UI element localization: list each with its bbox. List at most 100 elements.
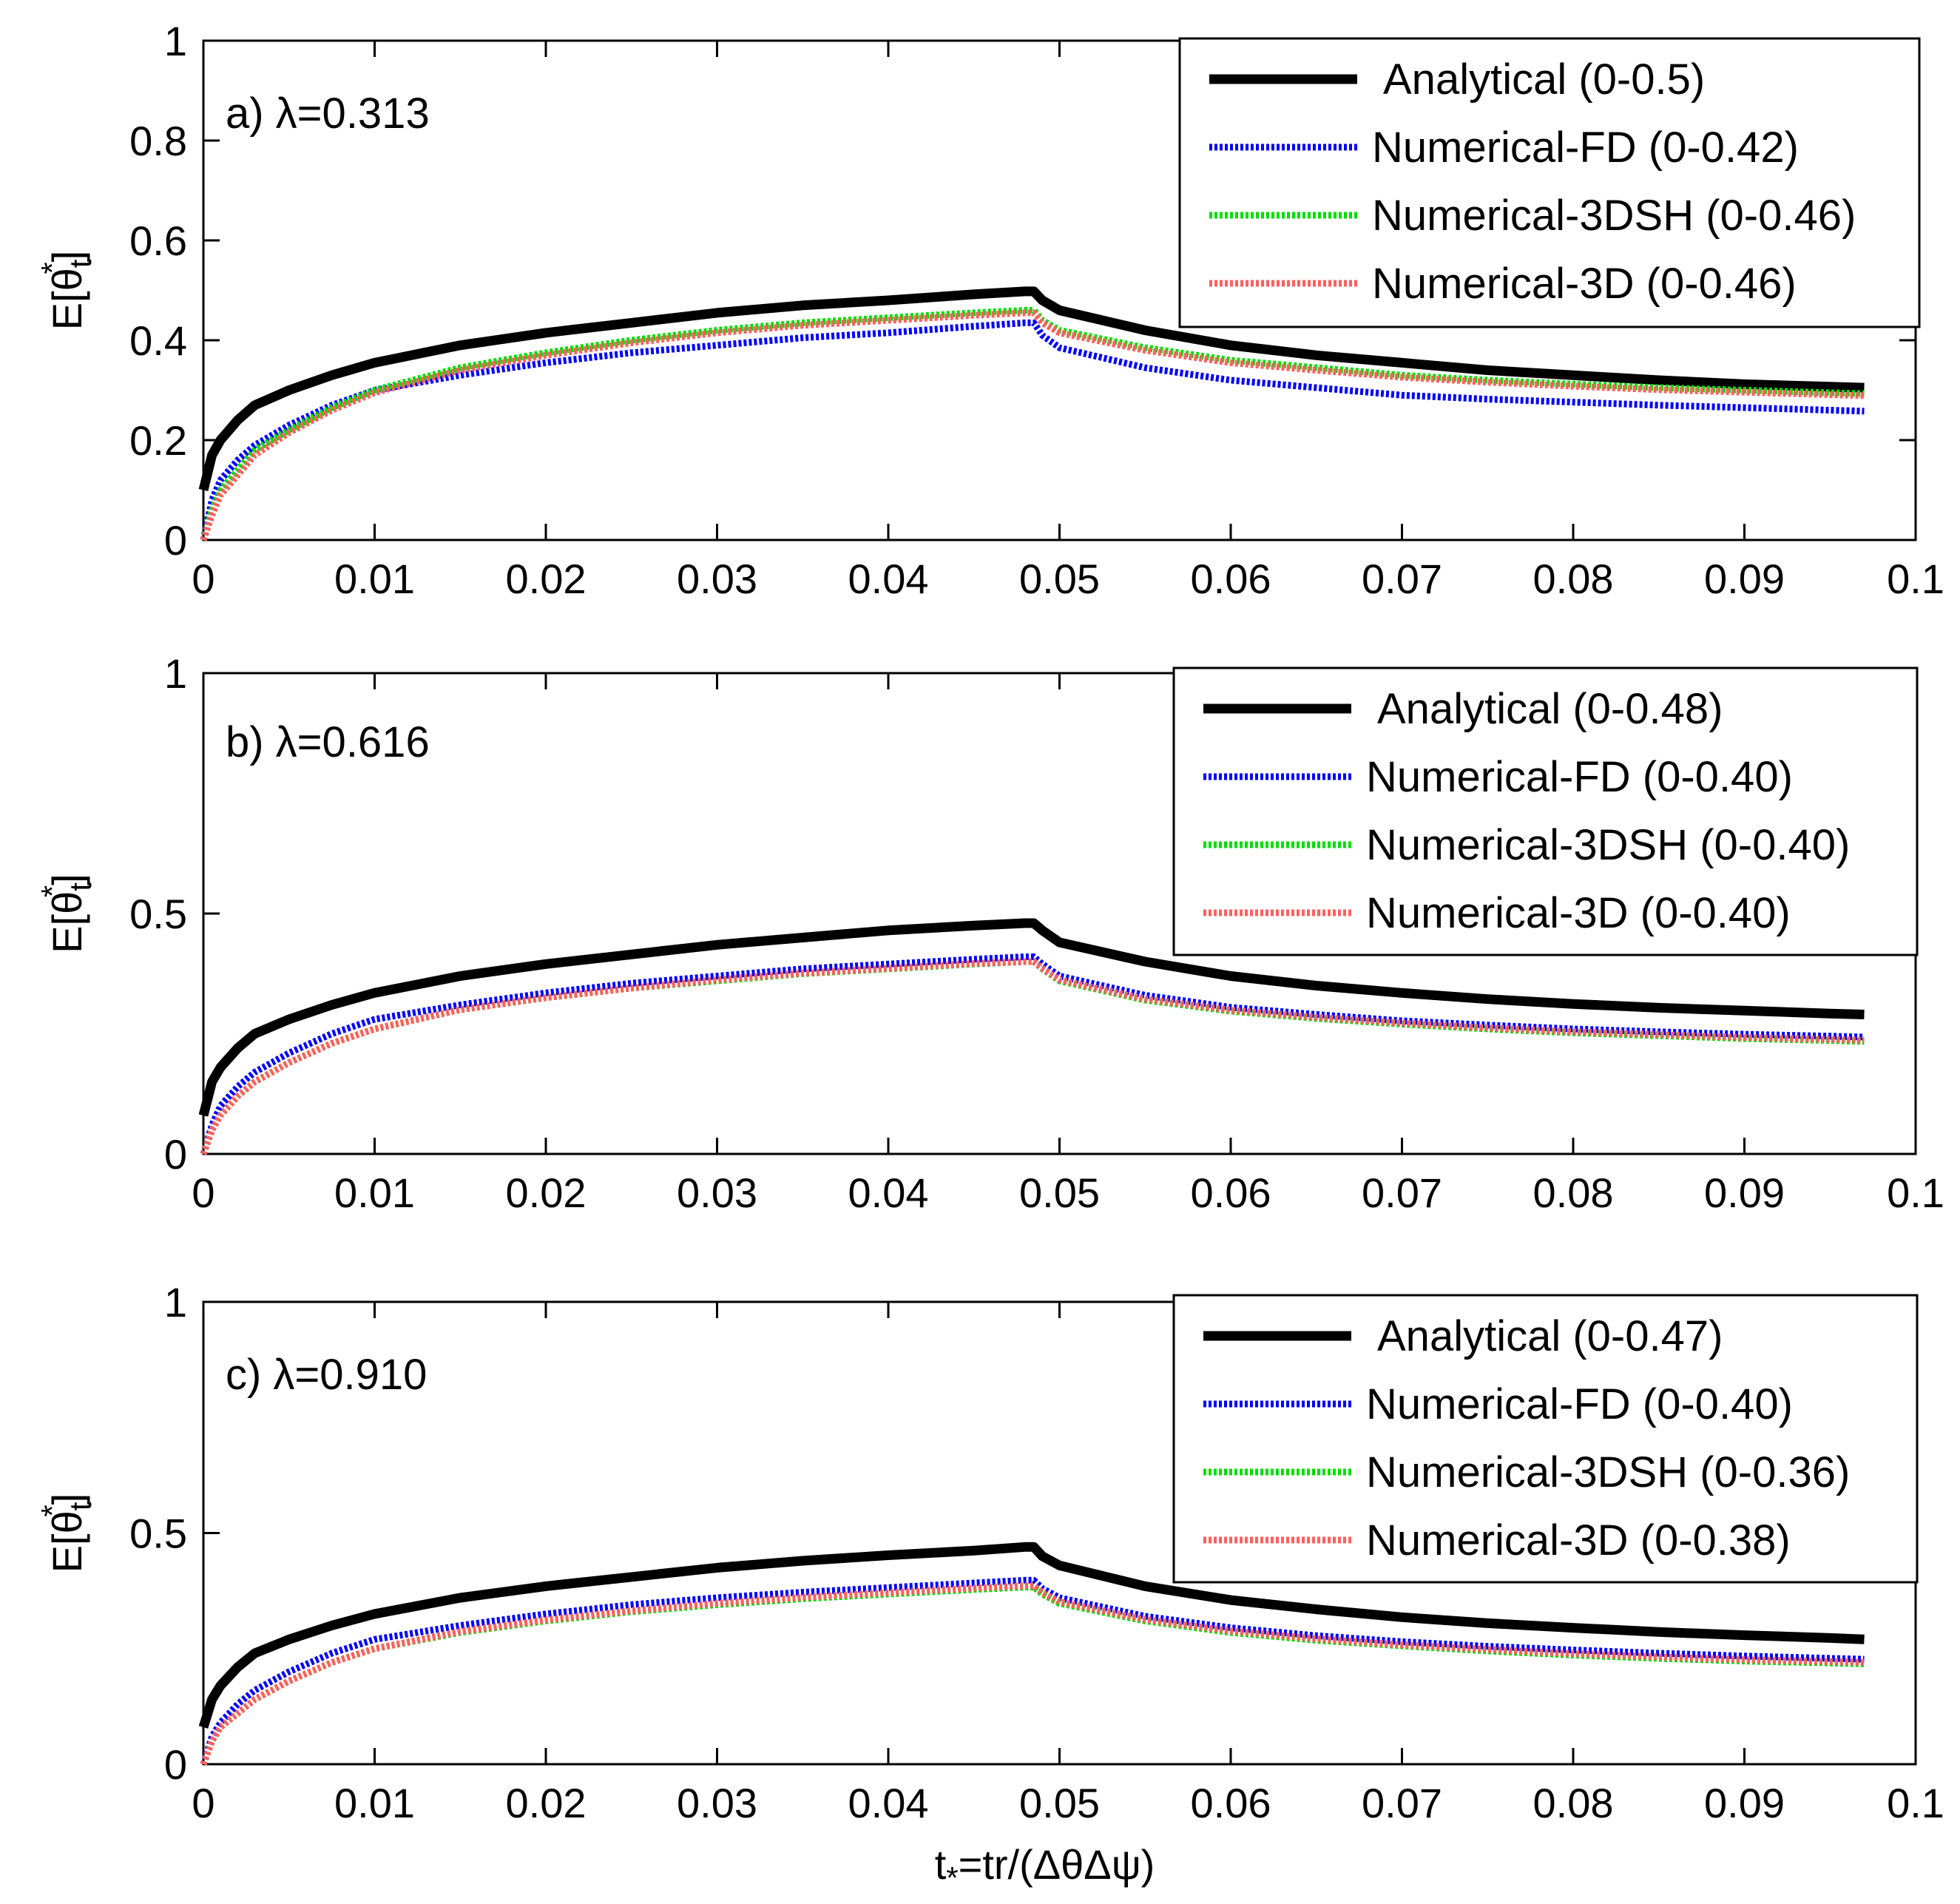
- panel-label: a) λ=0.313: [226, 90, 430, 138]
- y-axis-label-sub: t: [63, 1502, 98, 1510]
- legend-label: Numerical-3D (0-0.38): [1366, 1516, 1791, 1564]
- legend-label: Analytical (0-0.48): [1377, 685, 1723, 733]
- x-tick-label: 0.07: [1362, 556, 1442, 602]
- x-tick-label: 0.1: [1887, 1780, 1944, 1826]
- x-tick-label: 0.01: [334, 556, 415, 602]
- y-tick-label: 1: [164, 18, 187, 64]
- legend-label: Numerical-3D (0-0.40): [1366, 889, 1791, 937]
- x-tick-label: 0.04: [848, 1169, 929, 1216]
- y-axis-label-close: ]: [44, 874, 90, 885]
- x-tick-label: 0.08: [1533, 1169, 1614, 1216]
- x-tick-label: 0.02: [506, 556, 587, 602]
- y-axis-label-sub: t: [63, 882, 98, 891]
- legend: Analytical (0-0.5) Numerical-FD (0-0.42) N…: [1178, 37, 1921, 328]
- series-line-1: [198, 286, 1865, 492]
- x-tick-label: 0.06: [1191, 1169, 1271, 1216]
- y-axis-label-sub: t: [63, 259, 98, 268]
- y-tick-label: 0: [164, 517, 187, 564]
- y-tick-label: 0.6: [129, 217, 187, 264]
- y-tick-label: 0.8: [129, 118, 187, 164]
- x-tick-label: 0.07: [1362, 1169, 1442, 1216]
- legend: Analytical (0-0.48) Numerical-FD (0-0.40)…: [1172, 666, 1919, 956]
- x-tick-label: 0.04: [848, 1780, 929, 1826]
- x-tick-label: 0.01: [334, 1169, 415, 1216]
- series-line-4: [200, 309, 1865, 541]
- legend-box: [1178, 37, 1921, 328]
- x-tick-label: 0.02: [506, 1169, 587, 1216]
- x-tick-label: 0.03: [677, 556, 757, 602]
- x-tick-label: 0: [192, 1780, 214, 1826]
- panel-2: 0 0.01 0.02 0.03 0.04 0.05 0.06 0.07 0.08 0.09 0.1…: [35, 650, 1944, 1216]
- y-tick-label: 1: [164, 1279, 187, 1326]
- x-tick-label: 0.08: [1533, 1780, 1614, 1826]
- x-tick-label: 0.02: [506, 1780, 587, 1826]
- y-tick-label: 0: [164, 1131, 187, 1178]
- panel-label: b) λ=0.616: [226, 718, 430, 766]
- x-tick-label: 0.08: [1533, 556, 1614, 602]
- series-line-2: [200, 953, 1865, 1155]
- legend: Analytical (0-0.47) Numerical-FD (0-0.40)…: [1172, 1294, 1919, 1584]
- legend-label: Numerical-3DSH (0-0.40): [1366, 821, 1850, 869]
- series-line-3: [200, 958, 1865, 1155]
- y-axis-label-base: E[θ: [44, 268, 90, 330]
- series-line-2: [200, 1576, 1865, 1766]
- x-axis-label-rest: =tr/(ΔθΔψ): [959, 1841, 1155, 1888]
- legend-label: Analytical (0-0.5): [1383, 55, 1705, 104]
- series-line-2: [200, 319, 1865, 541]
- x-axis-label-sub: *: [946, 1860, 958, 1895]
- series-line-4: [200, 958, 1865, 1155]
- legend-label: Numerical-FD (0-0.40): [1366, 753, 1793, 801]
- y-tick-label: 1: [164, 650, 187, 697]
- x-tick-label: 0.06: [1191, 1780, 1271, 1826]
- legend-label: Numerical-3D (0-0.46): [1372, 260, 1797, 308]
- y-tick-label: 0.4: [129, 317, 187, 364]
- y-axis-label-sup: *: [35, 262, 70, 274]
- x-tick-label: 0.09: [1704, 1169, 1785, 1216]
- legend-box: [1172, 666, 1919, 956]
- x-tick-label: 0.05: [1019, 1780, 1100, 1826]
- series-line-1: [198, 918, 1865, 1117]
- panel-label: c) λ=0.910: [226, 1351, 427, 1399]
- y-tick-label: 0.2: [129, 417, 187, 464]
- x-tick-label: 0.07: [1362, 1780, 1442, 1826]
- x-axis-label-base: t: [935, 1841, 947, 1888]
- legend-label: Numerical-3DSH (0-0.46): [1372, 192, 1856, 240]
- legend-label: Numerical-FD (0-0.40): [1366, 1380, 1793, 1428]
- legend-box: [1172, 1294, 1919, 1584]
- y-tick-label: 0.5: [129, 891, 187, 937]
- x-tick-label: 0.01: [334, 1780, 415, 1826]
- y-tick-label: 0.5: [129, 1510, 187, 1557]
- series-line-3: [200, 1584, 1865, 1766]
- y-axis-label-close: ]: [44, 1493, 90, 1505]
- y-axis-label-sup: *: [35, 1505, 70, 1516]
- y-axis-label-close: ]: [44, 251, 90, 263]
- legend-label: Numerical-3DSH (0-0.36): [1366, 1448, 1850, 1496]
- x-tick-label: 0.04: [848, 556, 929, 602]
- y-axis-label: E[θt*]: [35, 1493, 98, 1573]
- x-tick-label: 0: [192, 556, 214, 602]
- x-tick-label: 0.09: [1704, 1780, 1785, 1826]
- x-tick-label: 0: [192, 1169, 214, 1216]
- x-tick-label: 0.06: [1191, 556, 1271, 602]
- x-tick-label: 0.05: [1019, 556, 1100, 602]
- series-line-4: [200, 1582, 1865, 1766]
- y-axis-label-sup: *: [35, 885, 70, 897]
- x-tick-label: 0.05: [1019, 1169, 1100, 1216]
- x-axis-label: t*=tr/(ΔθΔψ): [935, 1841, 1155, 1895]
- legend-label: Numerical-FD (0-0.42): [1372, 124, 1799, 172]
- x-tick-label: 0.03: [677, 1169, 757, 1216]
- y-tick-label: 0: [164, 1741, 187, 1788]
- x-tick-label: 0.09: [1704, 556, 1785, 602]
- y-axis-label: E[θt*]: [35, 874, 98, 953]
- panel-1: 0 0.01 0.02 0.03 0.04 0.05 0.06 0.07 0.08 0.09 0.1…: [35, 18, 1944, 602]
- series-line-1: [198, 1542, 1865, 1729]
- y-axis-label: E[θt*]: [35, 251, 98, 331]
- panel-3: 0 0.01 0.02 0.03 0.04 0.05 0.06 0.07 0.08 0.09 0.1…: [35, 1279, 1944, 1895]
- y-axis-label-base: E[θ: [44, 891, 90, 953]
- y-axis-label-base: E[θ: [44, 1510, 90, 1573]
- x-tick-label: 0.03: [677, 1780, 757, 1826]
- x-tick-label: 0.1: [1887, 556, 1944, 602]
- legend-label: Analytical (0-0.47): [1377, 1312, 1723, 1360]
- x-tick-label: 0.1: [1887, 1169, 1944, 1216]
